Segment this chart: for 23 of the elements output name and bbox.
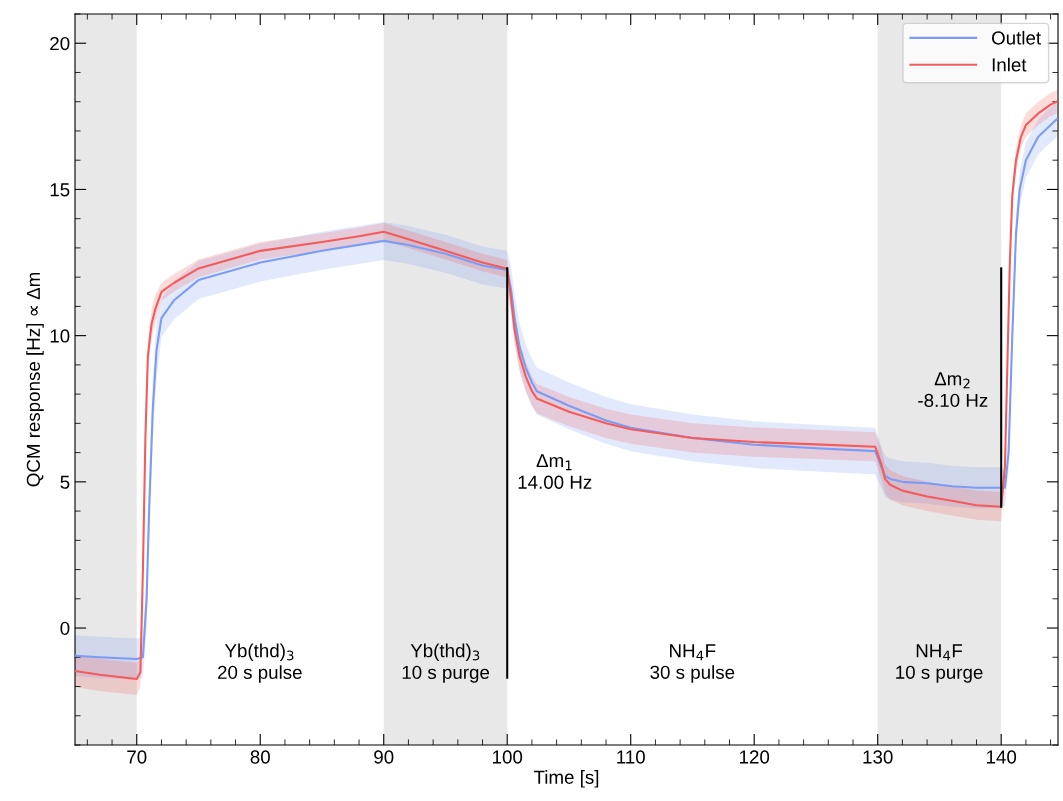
x-axis-title: Time [s]	[533, 770, 599, 788]
annotation: Δm$_{1}$ 14.00 Hz	[518, 454, 592, 489]
x-tick-label: 90	[374, 750, 394, 764]
x-tick-label: 140	[986, 750, 1017, 764]
legend-label: Inlet	[992, 57, 1027, 72]
y-tick-label: 10	[50, 329, 70, 343]
x-tick-label: 70	[127, 750, 147, 764]
annotation: NH$_{4}$F 10 s purge	[896, 644, 983, 683]
legend-label: Outlet	[991, 30, 1041, 45]
y-tick-label: 5	[60, 475, 70, 489]
x-tick-label: 80	[250, 750, 270, 764]
annotation: NH$_{4}$F 30 s pulse	[650, 644, 735, 683]
y-tick-label: 0	[60, 621, 70, 636]
y-tick-label: 20	[50, 36, 70, 51]
x-tick-label: 110	[617, 750, 645, 764]
y-axis-title: QCM response [Hz] ∝ Δm	[26, 272, 44, 487]
annotation: Δm$_{2}$ -8.10 Hz	[918, 372, 988, 408]
annotation: Yb(thd)$_{3}$ 10 s purge	[402, 643, 490, 683]
y-tick-label: 15	[50, 183, 70, 197]
x-tick-label: 100	[493, 750, 523, 764]
x-tick-label: 120	[740, 750, 770, 764]
x-tick-label: 130	[863, 750, 893, 764]
annotation: Yb(thd)$_{3}$ 20 s pulse	[218, 643, 302, 683]
